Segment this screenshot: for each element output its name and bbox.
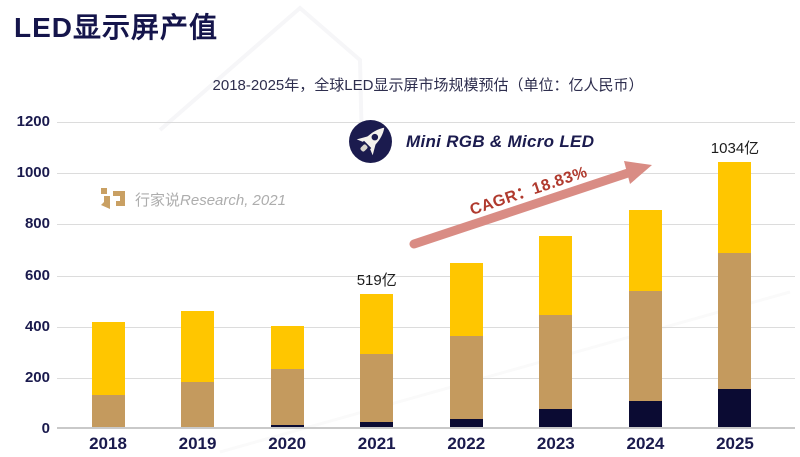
bar-segment xyxy=(91,395,125,427)
y-tick-label: 600 xyxy=(24,266,50,284)
x-tick-label: 2023 xyxy=(536,434,575,453)
brand-suffix: Research, 2021 xyxy=(180,191,286,209)
bar-segment xyxy=(449,336,483,419)
bar-segment xyxy=(539,409,573,427)
bar-segment xyxy=(360,294,394,355)
brand-watermark-text: 行家说Research, 2021 xyxy=(135,189,286,210)
gridline xyxy=(57,224,795,226)
y-tick-label: 0 xyxy=(41,420,50,437)
bar-segment xyxy=(181,310,215,383)
bar-segment xyxy=(91,322,125,396)
bar-segment xyxy=(539,314,573,410)
bar-segment xyxy=(270,369,304,425)
bar-segment xyxy=(449,263,483,337)
x-tick-label: 2025 xyxy=(716,434,754,453)
bar-segment xyxy=(539,236,573,315)
badge-label: Mini RGB & Micro LED xyxy=(406,131,595,151)
brand-watermark: 行家说Research, 2021 xyxy=(100,186,286,212)
bar-segment xyxy=(628,209,662,292)
bar-segment xyxy=(449,418,483,427)
page-title: LED显示屏产值 xyxy=(14,12,219,43)
bar-segment xyxy=(718,162,752,254)
y-tick-label: 200 xyxy=(24,368,50,386)
x-tick-label: 2019 xyxy=(178,434,217,453)
gridline xyxy=(57,173,795,175)
bar-segment xyxy=(270,325,304,370)
bar-segment xyxy=(628,291,662,402)
gridline xyxy=(57,275,795,277)
trend-arrow-icon xyxy=(409,161,652,249)
y-tick-label: 800 xyxy=(24,215,50,233)
x-tick-label: 2018 xyxy=(89,434,127,453)
bar-segment xyxy=(270,424,304,427)
rocket-icon xyxy=(349,120,392,163)
y-tick-label: 1200 xyxy=(16,113,50,130)
x-tick-label: 2020 xyxy=(268,434,307,453)
mini-micro-led-badge: Mini RGB & Micro LED xyxy=(348,119,594,164)
gridline xyxy=(57,326,795,328)
plot-area: 519亿 1034亿 xyxy=(57,122,795,429)
brand-name: 行家说 xyxy=(135,191,181,209)
bar-segment xyxy=(181,382,215,427)
y-axis: 0 200 400 600 800 1000 1200 xyxy=(0,113,50,437)
x-tick-label: 2024 xyxy=(626,434,665,453)
bar-total-label: 519亿 xyxy=(356,272,397,290)
bar-segment xyxy=(628,401,662,427)
x-tick-label: 2022 xyxy=(447,434,486,453)
gridline xyxy=(57,122,795,123)
x-tick-label: 2021 xyxy=(357,434,396,453)
bar-segment xyxy=(718,389,752,427)
bar-total-label: 1034亿 xyxy=(710,140,760,158)
bar-segment xyxy=(360,354,394,423)
gridline xyxy=(57,377,795,379)
x-axis: 2018 2019 2020 2021 2022 2023 2024 2025 xyxy=(57,434,795,456)
chart-subtitle: 2018-2025年，全球LED显示屏市场规模预估（单位：亿人民币） xyxy=(212,77,644,94)
bar-segment xyxy=(718,253,752,390)
y-tick-label: 400 xyxy=(24,317,50,335)
brand-logo-icon xyxy=(101,188,125,209)
y-tick-label: 1000 xyxy=(16,164,50,182)
bar-segment xyxy=(360,422,394,427)
